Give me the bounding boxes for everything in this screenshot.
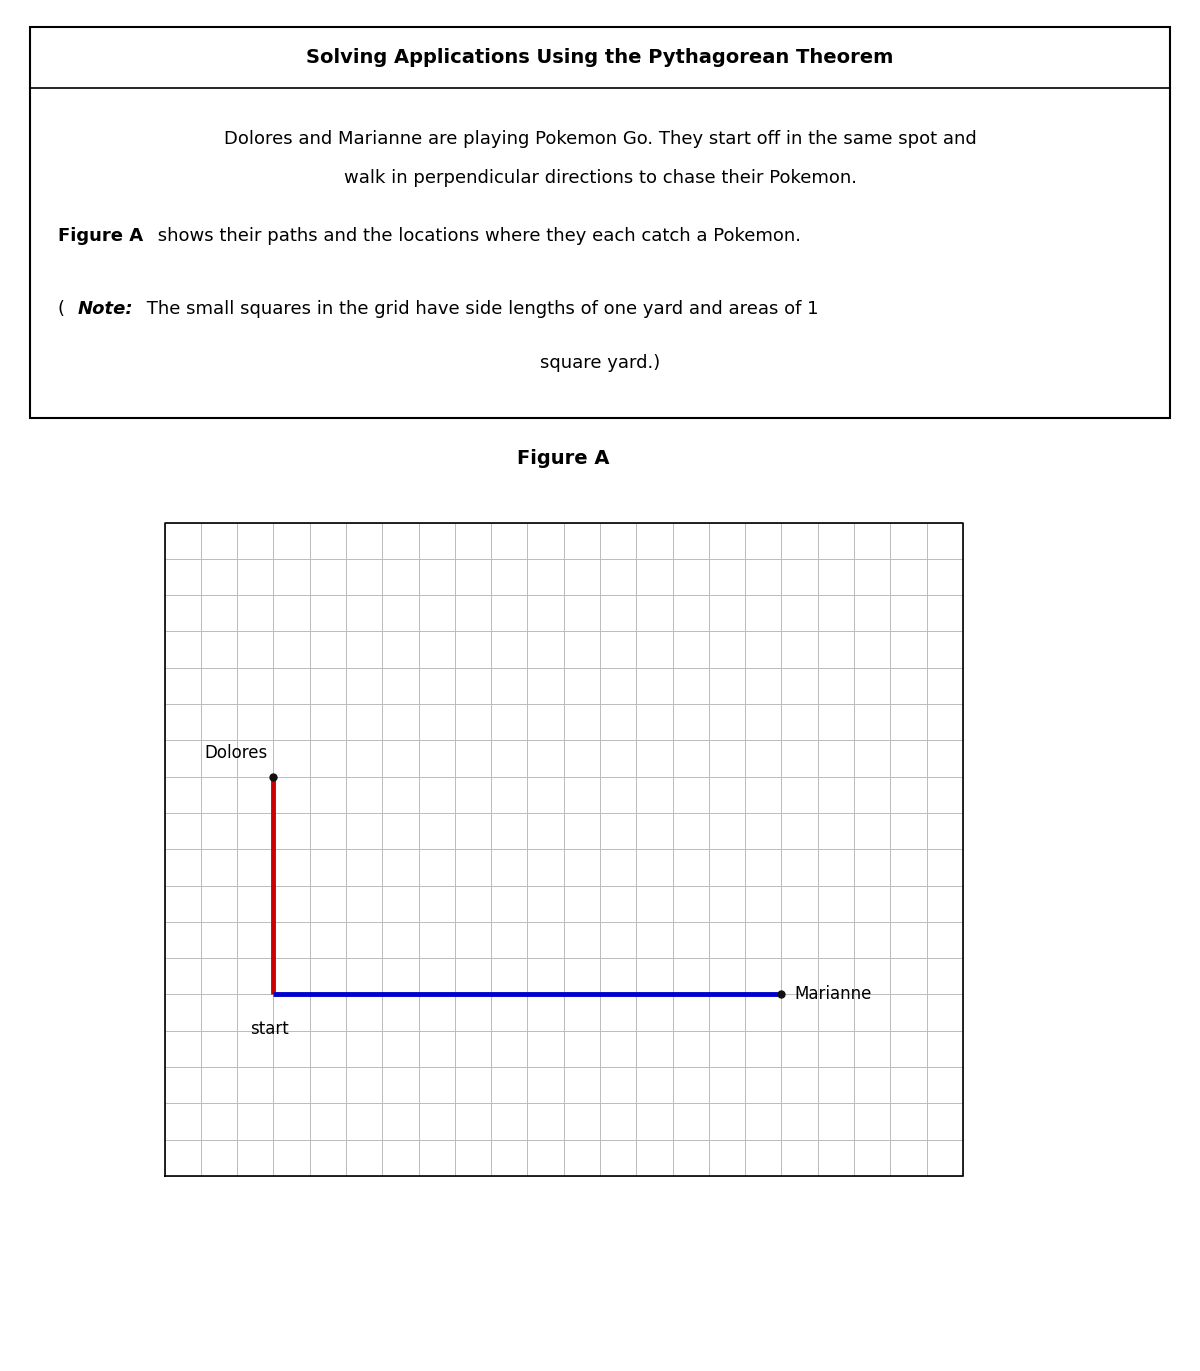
Text: start: start (251, 1020, 289, 1038)
Text: shows their paths and the locations where they each catch a Pokemon.: shows their paths and the locations wher… (152, 228, 800, 245)
Text: Dolores: Dolores (205, 744, 268, 762)
Text: Solving Applications Using the Pythagorean Theorem: Solving Applications Using the Pythagore… (306, 48, 894, 67)
Text: The small squares in the grid have side lengths of one yard and areas of 1: The small squares in the grid have side … (140, 300, 818, 318)
Text: (: ( (59, 300, 71, 318)
Text: walk in perpendicular directions to chase their Pokemon.: walk in perpendicular directions to chas… (343, 169, 857, 186)
Text: Figure A: Figure A (59, 228, 144, 245)
Text: Marianne: Marianne (794, 986, 871, 1004)
Text: Figure A: Figure A (517, 450, 610, 468)
Text: Note:: Note: (78, 300, 133, 318)
Text: Dolores and Marianne are playing Pokemon Go. They start off in the same spot and: Dolores and Marianne are playing Pokemon… (223, 130, 977, 148)
FancyBboxPatch shape (30, 27, 1170, 418)
Text: square yard.): square yard.) (540, 355, 660, 373)
